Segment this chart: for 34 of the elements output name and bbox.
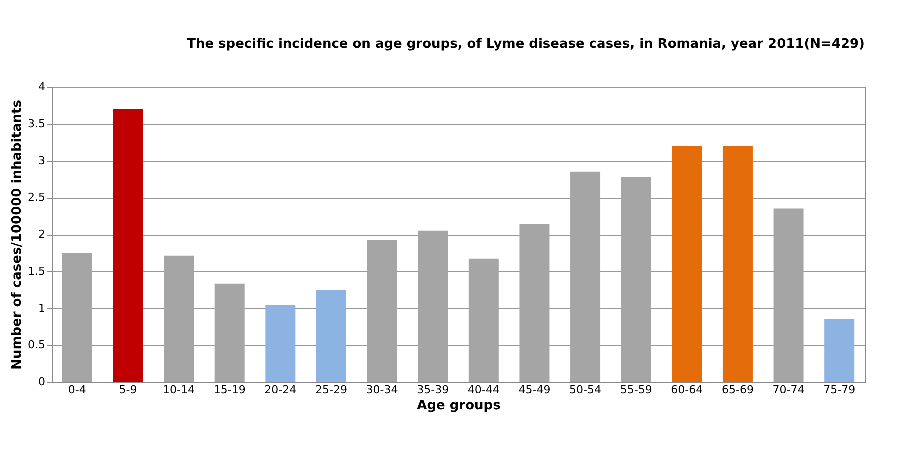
y-tick-label: 2 [38,228,46,241]
x-tick-label: 70-74 [772,384,805,396]
bar [672,146,702,382]
bar [824,319,855,382]
x-axis-title: Age groups [417,398,502,414]
chart-title: The specific incidence on age groups, of Lyme disease cases, in Romania, year 2011(N=429) [187,37,865,52]
x-tick-label: 50-54 [570,384,602,396]
y-tick-label: 0.5 [28,338,46,352]
y-tick-label: 3.5 [28,117,46,130]
x-tick-label: 75-79 [824,384,856,396]
x-tick-label: 65-69 [722,384,754,396]
y-axis-title: Number of cases/100000 inhabitants [10,100,26,370]
y-tick-label: 4 [38,80,46,94]
x-tick-label: 30-34 [366,384,398,396]
x-tick-label: 10-14 [163,384,196,396]
x-tick-label: 45-49 [518,384,551,396]
x-tick-label: 5-9 [119,384,138,396]
bar [722,146,753,382]
bar [266,305,296,382]
x-tick-label: 40-44 [468,384,500,396]
y-tick-label: 1 [38,302,46,315]
x-tick-label: 35-39 [417,384,450,396]
y-tick-label: 0 [38,376,46,388]
y-tick-label: 2.5 [28,191,46,204]
x-tick-label: 20-24 [264,384,297,396]
y-tick-label: 1.5 [28,264,46,278]
x-tick-label: 15-19 [214,384,246,396]
x-tick-label: 0-4 [68,384,86,396]
y-tick-label: 3 [38,154,46,168]
bar [316,290,346,382]
x-tick-label: 25-29 [315,384,348,396]
x-tick-label: 55-59 [620,384,652,396]
bar [113,109,144,382]
x-tick-label: 60-64 [671,384,704,396]
